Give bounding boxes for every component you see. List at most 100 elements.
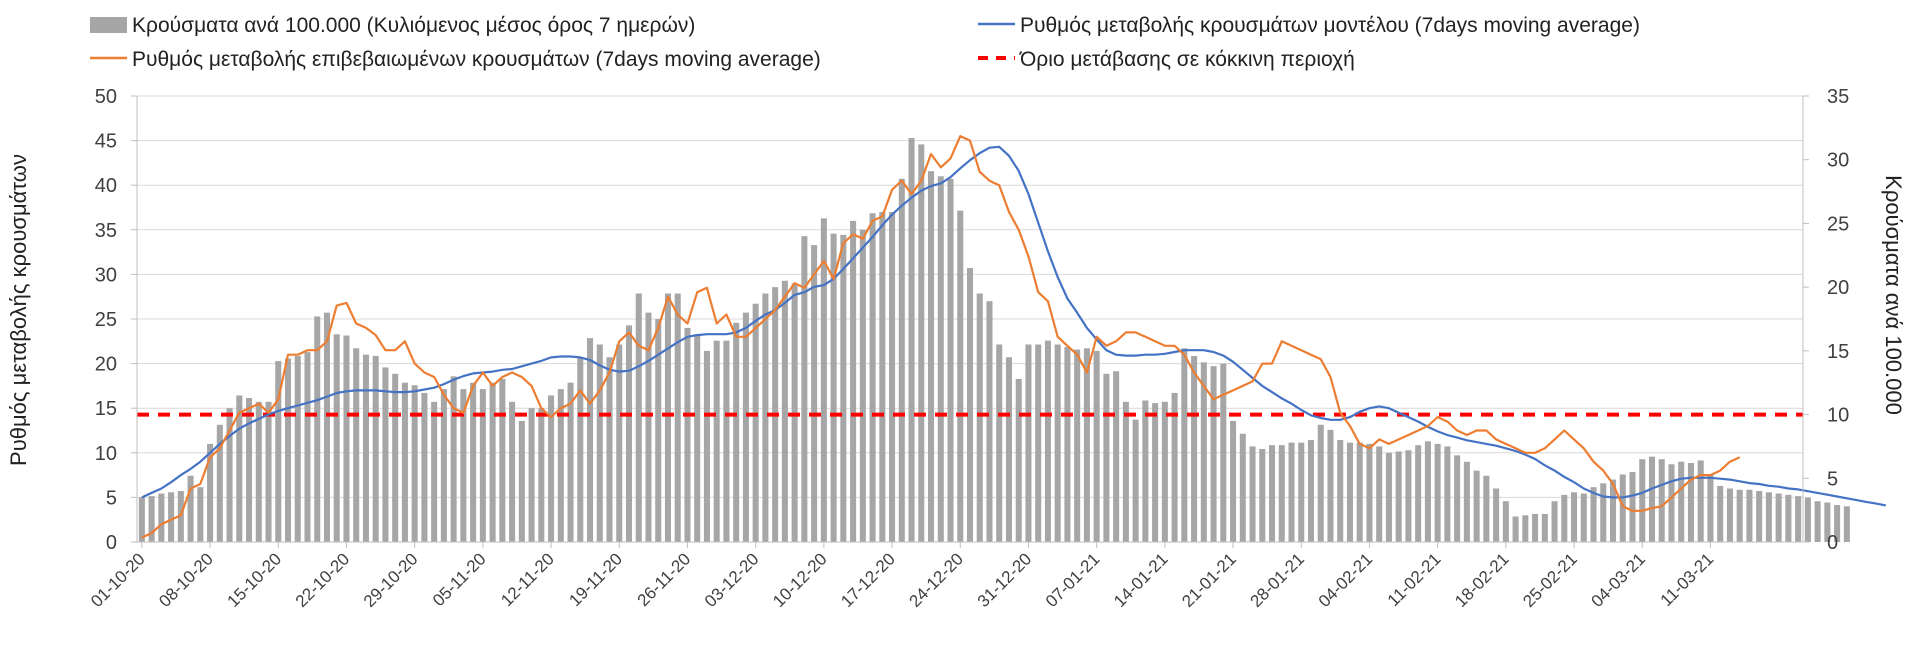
bar-series <box>138 138 1850 543</box>
bar <box>479 389 486 542</box>
left-tick-label: 45 <box>95 131 117 153</box>
bar <box>1502 501 1509 542</box>
left-tick-label: 40 <box>95 175 117 197</box>
x-tick-label: 04-03-21 <box>1588 549 1650 611</box>
bar <box>1795 496 1802 542</box>
bar <box>1483 475 1490 542</box>
bar <box>674 293 681 542</box>
bar <box>606 357 613 542</box>
bar <box>947 178 954 543</box>
bar <box>1317 424 1324 542</box>
left-axis-title: Ρυθμός μεταβολής κρουσμάτων <box>6 154 31 466</box>
bar <box>645 312 652 542</box>
bar <box>1804 497 1811 542</box>
bar <box>489 382 496 542</box>
bar <box>1571 492 1578 542</box>
bar <box>557 389 564 542</box>
bar <box>1298 442 1305 542</box>
bar <box>1346 442 1353 542</box>
bar <box>908 138 915 542</box>
bar <box>1015 378 1022 542</box>
bar <box>440 389 447 542</box>
bar <box>1064 347 1071 542</box>
bar <box>1580 493 1587 542</box>
bar <box>635 293 642 542</box>
bar <box>284 358 292 542</box>
bar <box>752 303 759 542</box>
bar <box>684 327 691 542</box>
bar <box>197 487 204 542</box>
bar <box>996 344 1003 542</box>
bar <box>1765 492 1772 542</box>
x-tick-label: 15-10-20 <box>224 549 286 611</box>
bar <box>294 355 301 542</box>
bar <box>1385 452 1392 542</box>
bar <box>1756 491 1763 542</box>
bar <box>1444 446 1451 542</box>
x-tick-label: 12-11-20 <box>497 549 558 610</box>
bar <box>255 401 262 542</box>
bar <box>850 220 857 542</box>
bar <box>811 245 818 542</box>
bar <box>781 280 788 542</box>
bar <box>1463 461 1470 542</box>
bar <box>1132 419 1139 542</box>
x-tick-label: 25-02-21 <box>1519 549 1581 611</box>
bar <box>343 335 350 542</box>
bar <box>148 496 155 542</box>
x-tick-label: 22-10-20 <box>292 549 354 611</box>
bar <box>304 352 311 542</box>
bar <box>411 385 418 542</box>
bar <box>1512 516 1519 542</box>
bar <box>1054 344 1061 542</box>
bar <box>362 354 369 542</box>
bar <box>1405 450 1412 542</box>
left-tick-label: 15 <box>95 398 117 420</box>
bar <box>713 340 720 542</box>
bar <box>664 293 671 542</box>
bar <box>1005 357 1012 542</box>
bar <box>869 213 876 542</box>
bar <box>177 491 184 542</box>
bar <box>1307 440 1315 542</box>
bar <box>1473 470 1480 542</box>
left-tick-label: 10 <box>95 443 117 465</box>
bar <box>1775 493 1782 542</box>
bar <box>207 443 214 542</box>
right-axis-ticks: 0 5 10 15 20 25 30 35 <box>1803 86 1849 554</box>
bar <box>1434 443 1441 542</box>
bar <box>1395 451 1402 542</box>
left-tick-label: 35 <box>95 220 117 242</box>
left-axis-ticks: 0 5 10 15 20 25 30 35 40 45 50 <box>95 86 137 554</box>
bar <box>1239 433 1246 542</box>
bar <box>1678 461 1685 542</box>
x-tick-label: 18-02-21 <box>1451 549 1513 611</box>
bar <box>820 218 827 542</box>
left-tick-label: 30 <box>95 264 117 286</box>
x-tick-label: 04-02-21 <box>1315 549 1377 611</box>
legend-swatch-bars <box>90 17 127 33</box>
bar <box>509 401 516 542</box>
bar <box>1083 348 1090 542</box>
bar <box>470 382 477 542</box>
x-tick-label: 07-01-21 <box>1042 549 1104 611</box>
bar <box>1522 515 1529 542</box>
bar <box>392 373 399 542</box>
bar <box>567 382 574 542</box>
bar <box>1668 464 1675 542</box>
bar <box>1454 455 1461 542</box>
bar <box>655 319 662 542</box>
bar <box>1814 501 1821 542</box>
bar <box>762 293 769 542</box>
bar <box>898 178 905 543</box>
bar <box>1590 487 1597 542</box>
bar <box>499 378 506 542</box>
bar <box>1269 445 1276 542</box>
bar <box>1035 344 1042 542</box>
bar <box>577 357 584 542</box>
left-tick-label: 0 <box>106 532 117 554</box>
legend-label-threshold: Όριο μετάβασης σε κόκκινη περιοχή <box>1019 48 1355 71</box>
x-tick-label: 19-11-20 <box>565 549 626 610</box>
bar <box>918 144 925 542</box>
x-tick-label: 29-10-20 <box>360 549 422 611</box>
